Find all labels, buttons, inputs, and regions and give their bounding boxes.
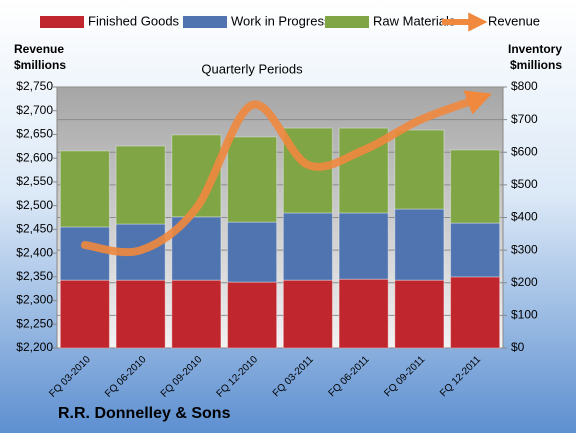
bar-segment bbox=[450, 149, 501, 224]
bar-segment bbox=[450, 222, 501, 278]
bar-segment bbox=[59, 226, 110, 281]
y2-tick-label: $400 bbox=[511, 210, 538, 224]
bar-segment bbox=[59, 279, 110, 349]
bar-segment bbox=[394, 279, 445, 349]
legend-swatch bbox=[40, 16, 84, 28]
y-tick-label: $2,700 bbox=[16, 103, 53, 117]
footer: R.R. Donnelley & Sons bbox=[58, 405, 231, 422]
y2-label: Inventory bbox=[508, 42, 562, 56]
bar-segment bbox=[227, 136, 278, 223]
legend-label: Work in Progress bbox=[231, 13, 331, 28]
y-tick-label: $2,450 bbox=[16, 222, 53, 236]
y2-tick-label: $300 bbox=[511, 242, 538, 256]
legend-label: Finished Goods bbox=[88, 13, 180, 28]
legend-swatch bbox=[325, 16, 369, 28]
bar-segment bbox=[282, 212, 333, 281]
y-tick-label: $2,550 bbox=[16, 174, 53, 188]
y2-tick-label: $600 bbox=[511, 144, 538, 158]
bar-segment bbox=[282, 279, 333, 349]
line bbox=[80, 90, 492, 257]
y2-tick-label: $800 bbox=[511, 79, 538, 93]
legend-label: Raw Materials bbox=[373, 13, 456, 28]
y-label: Revenue bbox=[14, 42, 64, 56]
y-label: $millions bbox=[14, 58, 66, 72]
y2-tick-label: $700 bbox=[511, 112, 538, 126]
y-tick-label: $2,350 bbox=[16, 269, 53, 283]
y-tick-label: $2,750 bbox=[16, 79, 53, 93]
bar-segment bbox=[227, 221, 278, 283]
y-tick-label: $2,400 bbox=[16, 245, 53, 259]
bar-segment bbox=[450, 276, 501, 349]
y2-tick-label: $0 bbox=[511, 340, 525, 354]
bar-segment bbox=[115, 145, 166, 225]
y-tick-label: $2,650 bbox=[16, 127, 53, 141]
bar-segment bbox=[115, 279, 166, 349]
legend-swatch bbox=[183, 16, 227, 28]
bar-segment bbox=[59, 150, 110, 228]
chart-title: Quarterly Periods bbox=[201, 61, 303, 76]
bar-segment bbox=[394, 129, 445, 210]
y-tick-label: $2,300 bbox=[16, 293, 53, 307]
bar-segment bbox=[338, 212, 389, 280]
y2-tick-label: $500 bbox=[511, 177, 538, 191]
y2-tick-label: $200 bbox=[511, 275, 538, 289]
legend-label: Revenue bbox=[488, 13, 540, 28]
bar-segment bbox=[171, 279, 222, 349]
y-tick-label: $2,600 bbox=[16, 150, 53, 164]
y-tick-label: $2,200 bbox=[16, 340, 53, 354]
bar-segment bbox=[227, 281, 278, 349]
bar-segment bbox=[338, 278, 389, 349]
bar-segment bbox=[394, 208, 445, 281]
y2-tick-label: $100 bbox=[511, 308, 538, 322]
y-tick-label: $2,250 bbox=[16, 316, 53, 330]
y-tick-label: $2,500 bbox=[16, 198, 53, 212]
y2-label: $millions bbox=[510, 58, 562, 72]
